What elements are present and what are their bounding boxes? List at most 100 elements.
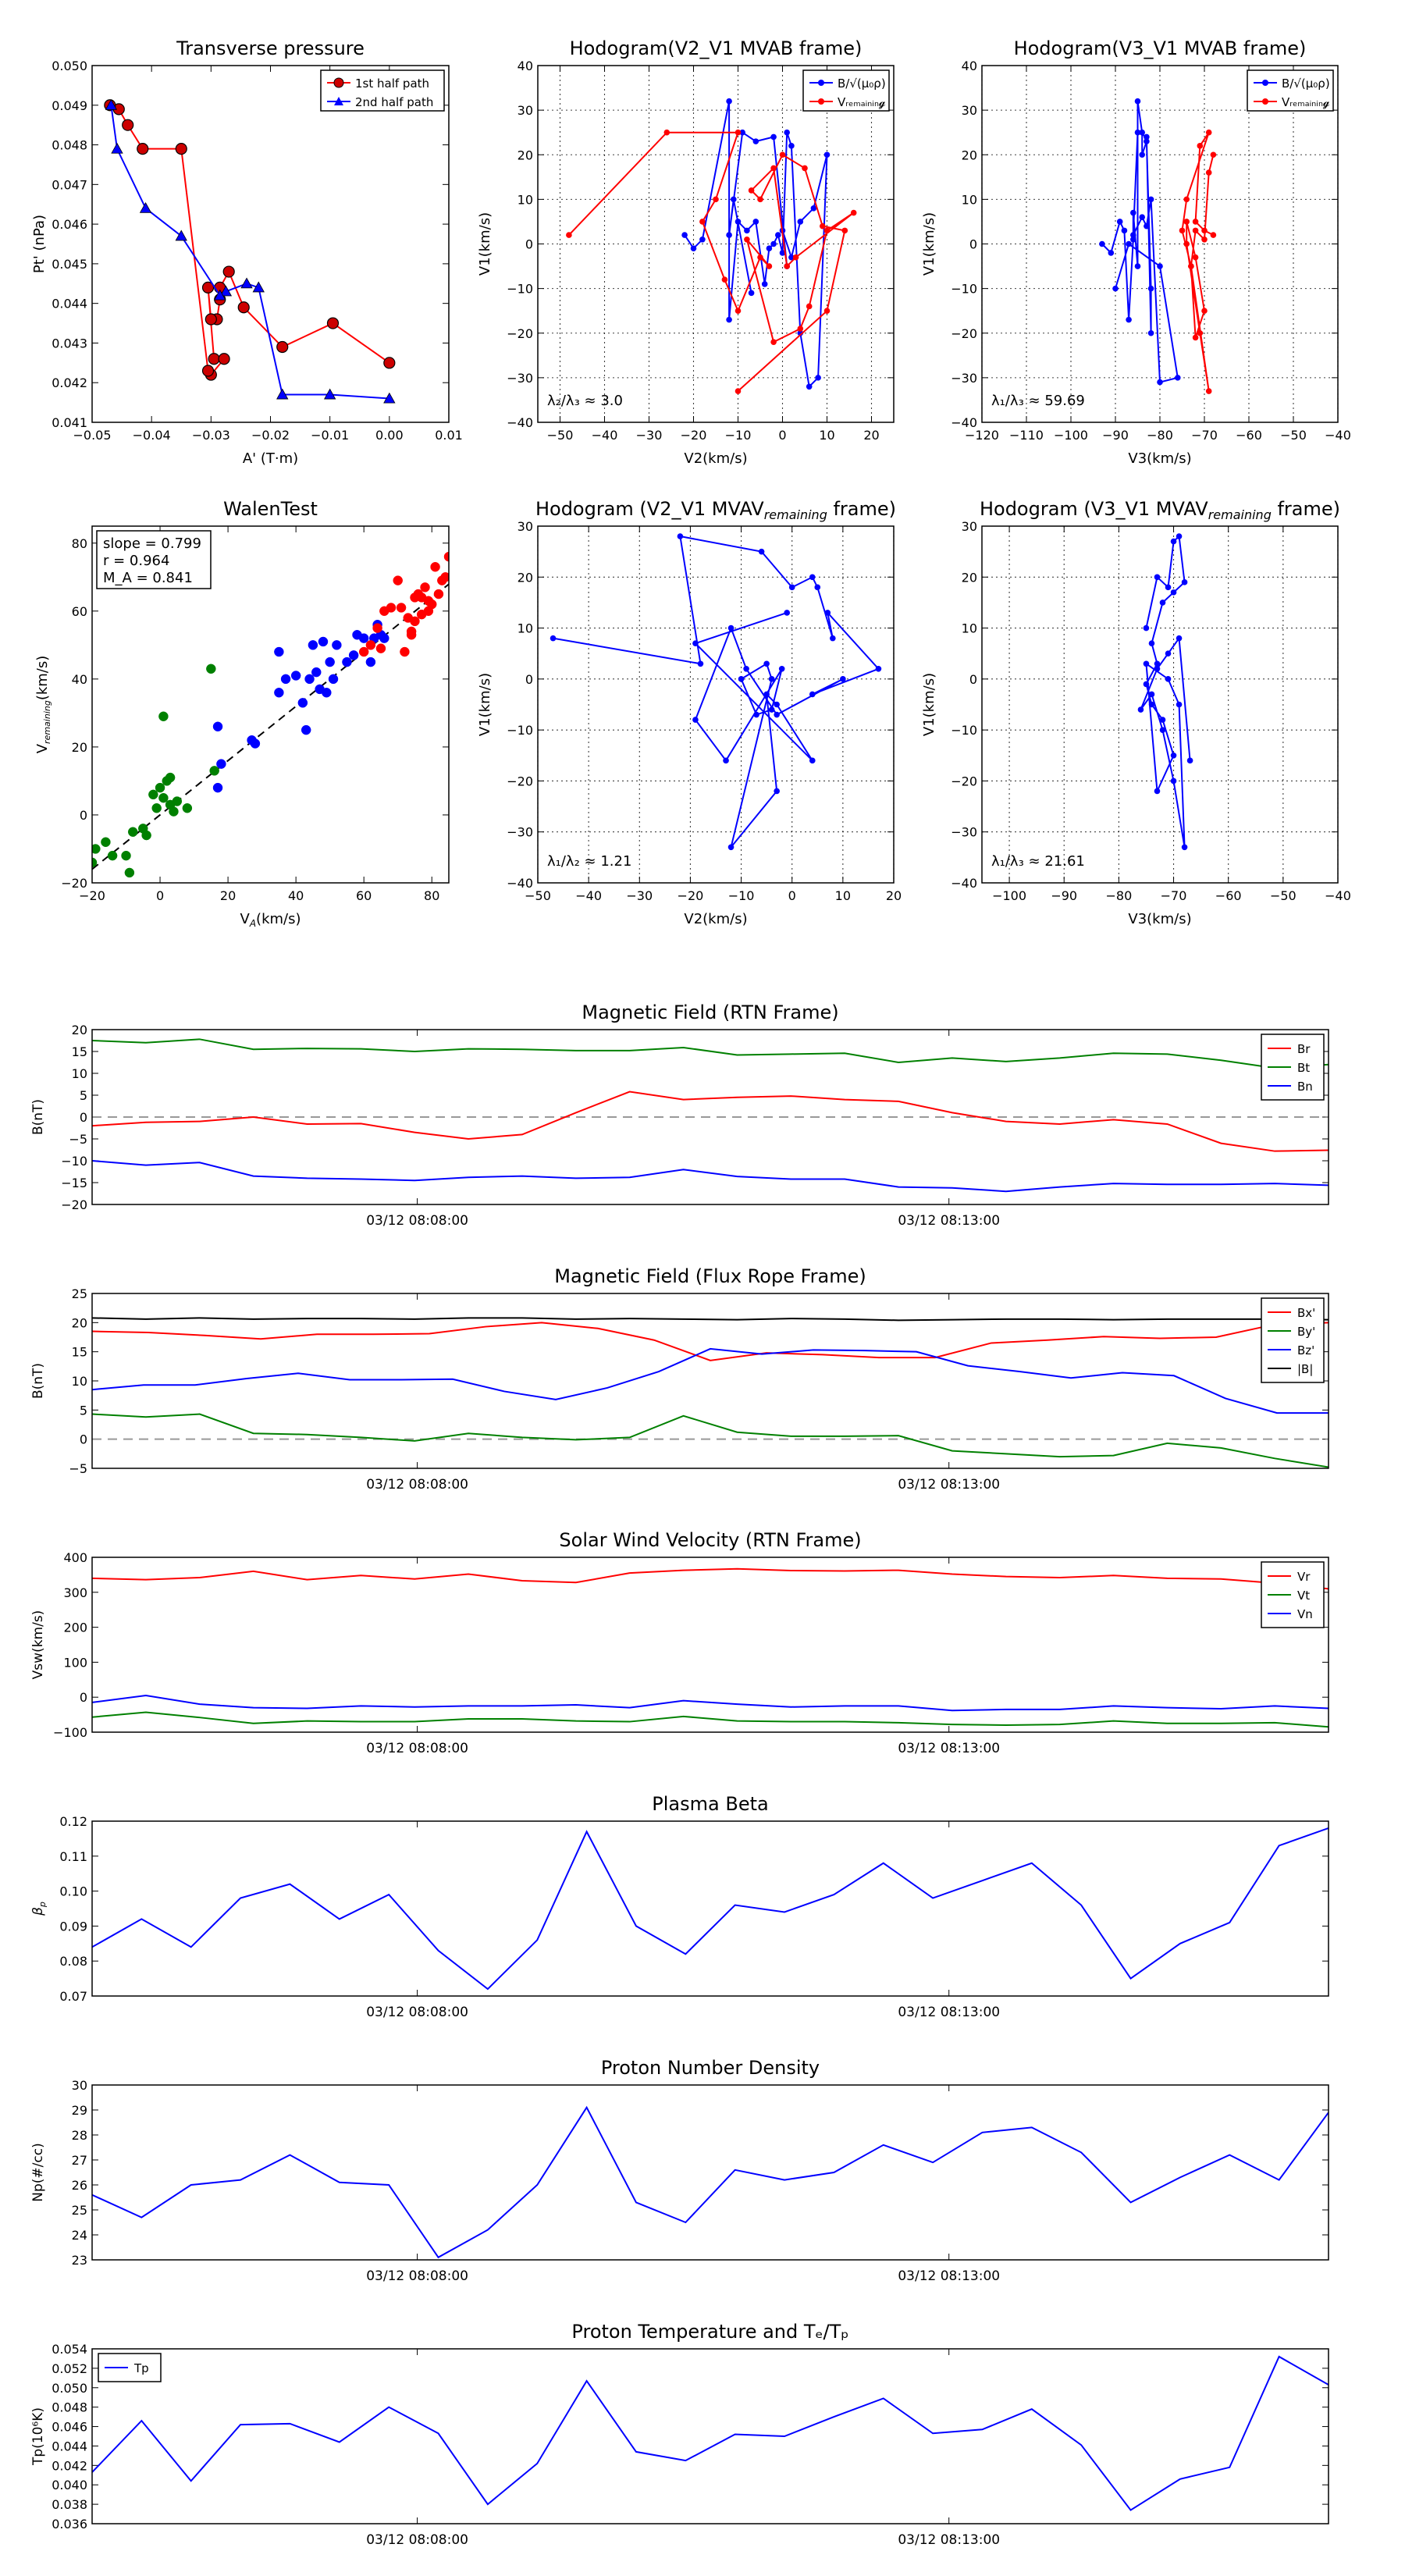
- data-point: [216, 759, 226, 769]
- data-point: [375, 643, 386, 653]
- y-tick-label: −40: [507, 876, 533, 891]
- data-point: [323, 388, 336, 400]
- data-point: [1205, 388, 1212, 394]
- y-tick-label: 30: [518, 519, 533, 534]
- y-tick-label: 0: [969, 237, 977, 252]
- y-axis-label: Pt' (nPa): [31, 215, 48, 273]
- y-tick-label: −30: [951, 825, 977, 840]
- y-tick-label: 10: [518, 192, 533, 207]
- chart-title-end: frame): [1272, 498, 1340, 520]
- data-point: [743, 666, 749, 672]
- legend-box: [802, 69, 890, 112]
- data-point: [1121, 227, 1128, 234]
- data-point: [1181, 579, 1188, 585]
- data-point: [276, 340, 289, 354]
- x-tick-label: −0.02: [251, 428, 290, 443]
- data-point: [148, 789, 158, 800]
- x-tick-label: 20: [886, 888, 902, 903]
- fit-line: [92, 583, 449, 870]
- series-line-Bt: [92, 1038, 1329, 1069]
- data-point: [237, 301, 250, 314]
- data-point: [792, 254, 799, 261]
- axes-frame: [91, 65, 450, 423]
- data-point: [752, 138, 759, 144]
- data-point: [1154, 660, 1161, 667]
- y-tick-label: 0.050: [52, 59, 87, 73]
- y-tick-label: −40: [951, 876, 977, 891]
- y-tick-label: −20: [951, 774, 977, 788]
- data-point: [127, 827, 138, 837]
- data-point: [1170, 538, 1177, 545]
- plot-area: [566, 98, 857, 394]
- y-tick-label: 0.046: [52, 217, 87, 232]
- data-point: [1144, 138, 1150, 144]
- axes-frame: [537, 525, 895, 884]
- x-tick-label: −60: [1215, 888, 1242, 903]
- data-point: [274, 646, 284, 657]
- data-point: [779, 151, 786, 158]
- data-point: [770, 240, 777, 247]
- y-tick-label: 15: [72, 1044, 87, 1059]
- stats-box: [96, 530, 212, 589]
- data-point: [768, 676, 775, 682]
- y-tick-label: 0: [969, 672, 977, 687]
- data-point: [820, 222, 826, 229]
- data-point: [209, 766, 219, 776]
- data-point: [240, 277, 253, 289]
- data-point: [681, 232, 688, 238]
- data-point: [1148, 691, 1155, 698]
- legend-label: Vᵣₑₘₐᵢₙᵢₙ𝓰: [838, 95, 886, 109]
- time-tick-label: 03/12 08:13:00: [898, 1741, 1000, 1756]
- time-tick-label: 03/12 08:13:00: [898, 2268, 1000, 2284]
- data-point: [1134, 129, 1141, 136]
- y-tick-label: 0.043: [52, 336, 87, 350]
- data-point: [735, 388, 742, 394]
- y-tick-label: 0.044: [52, 2439, 87, 2453]
- chart-plasma-beta: 0.07 0.08 0.09 0.10 0.11 0.12 03/12 08:08:00 03…: [30, 1793, 1329, 2020]
- y-tick-label: 26: [72, 2178, 87, 2193]
- chart-magnetic-field-rtn: −20 −15 −10 −5 0 5 10 15 20 03/12 08:08:00 03/12 0…: [30, 1002, 1329, 1229]
- data-point: [1192, 219, 1199, 225]
- data-point: [823, 227, 831, 234]
- data-point: [788, 584, 795, 591]
- y-axis-label-sub: remaining: [42, 700, 52, 744]
- data-point: [1134, 263, 1141, 269]
- data-point: [205, 313, 217, 326]
- data-point: [1201, 227, 1208, 234]
- legend-label: By': [1297, 1325, 1315, 1339]
- chart-title-main: Hodogram (V3_V1 MVAV: [980, 498, 1208, 520]
- data-point: [124, 867, 135, 878]
- data-point: [1139, 214, 1145, 221]
- data-point: [393, 575, 403, 585]
- data-point: [1183, 240, 1190, 247]
- data-point: [748, 187, 755, 194]
- y-tick-label: 40: [72, 672, 87, 687]
- series-line-Bn: [92, 1160, 1329, 1193]
- data-point: [841, 227, 848, 234]
- x-tick-label: −0.03: [192, 428, 230, 443]
- chart-title: Solar Wind Velocity (RTN Frame): [559, 1529, 861, 1551]
- data-point: [92, 844, 101, 854]
- data-point: [1144, 222, 1150, 229]
- series-line-Br: [92, 1091, 1329, 1152]
- y-tick-label: 0: [525, 237, 533, 252]
- data-point: [165, 772, 176, 783]
- x-tick-label: 10: [819, 428, 834, 443]
- axes-frame: [91, 1293, 1329, 1469]
- series-line-Tp: [92, 2355, 1329, 2511]
- x-tick-label: 0.01: [435, 428, 463, 443]
- chart-title: Proton Number Density: [601, 2057, 820, 2079]
- x-tick-label: −50: [1270, 888, 1297, 903]
- data-point: [735, 129, 742, 136]
- series-line-Np: [92, 2105, 1329, 2259]
- axes-frame: [981, 65, 1339, 423]
- data-point: [815, 375, 821, 381]
- legend-label: Bz': [1297, 1343, 1314, 1357]
- data-point: [788, 143, 795, 149]
- x-tick-label: 60: [356, 888, 372, 903]
- data-point: [875, 666, 882, 672]
- stats-line: r = 0.964: [103, 553, 169, 569]
- y-axis-label: βp: [30, 1902, 48, 1916]
- data-point: [372, 623, 382, 633]
- data-point: [121, 850, 131, 861]
